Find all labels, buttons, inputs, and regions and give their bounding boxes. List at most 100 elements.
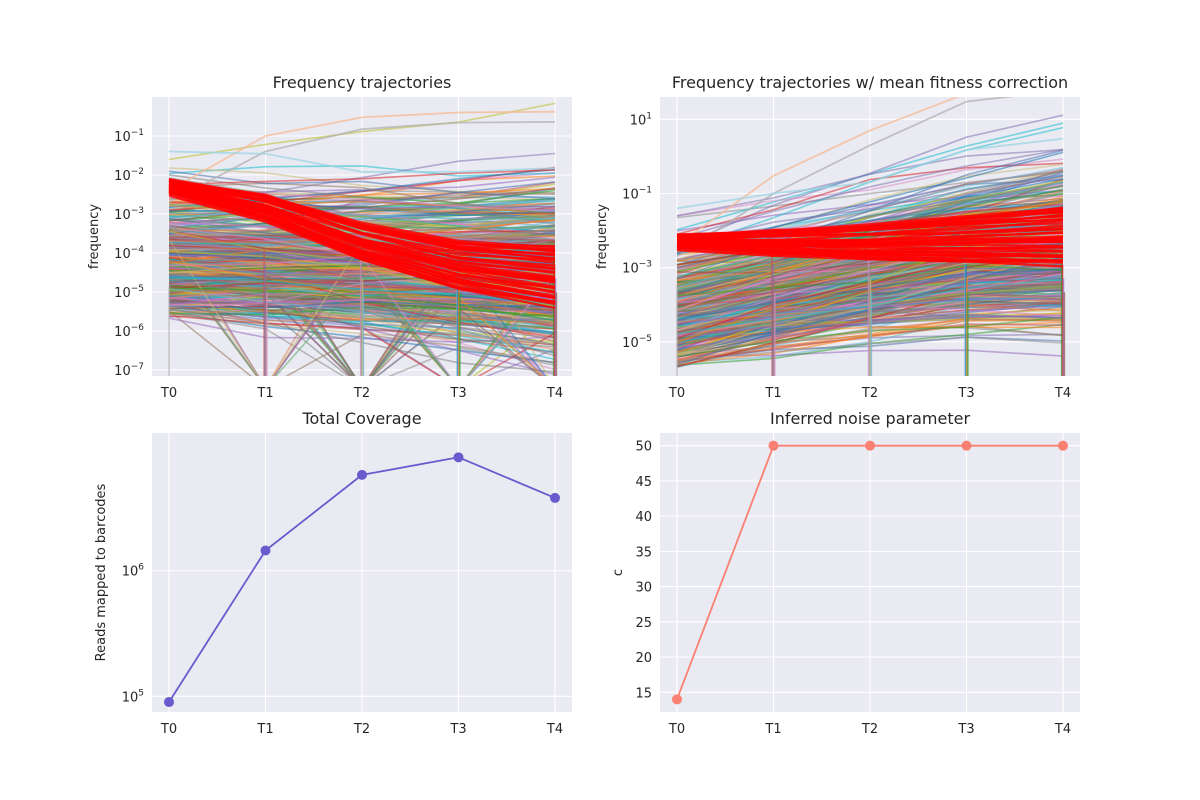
- lineage-line: [168, 110, 556, 192]
- y-tick-label: 10−5: [114, 284, 144, 301]
- y-tick-label: 105: [122, 688, 144, 705]
- chart-title: Total Coverage: [301, 409, 421, 428]
- x-tick-label: T4: [1054, 722, 1071, 737]
- series: [164, 452, 560, 708]
- chart-title: Frequency trajectories: [273, 73, 452, 92]
- data-point: [768, 440, 779, 451]
- x-tick-label: T4: [1054, 386, 1071, 401]
- plot-area: [676, 97, 1066, 376]
- highlighted-lineage-line: [676, 249, 1064, 268]
- highlighted-lineage-line: [168, 187, 556, 294]
- x-tick-label: T0: [668, 386, 685, 401]
- y-axis-label: c: [611, 569, 626, 576]
- y-tick-label: 10−3: [622, 260, 652, 277]
- highlighted-lineage-line: [168, 190, 556, 303]
- x-tick-label: T2: [861, 722, 878, 737]
- panel-total-coverage: T0 T1 T2 T3 T4 105 106 Total Coverage Reads mapp…: [94, 409, 572, 737]
- panel-frequency-trajectories: T0 T1 T2 T3 T4 10−7 10−6 10−5 10−4 10−3 10−2 10−1 Fr…: [87, 73, 572, 401]
- highlighted-lineage-line: [168, 179, 556, 264]
- highlighted-lineage-line: [676, 206, 1064, 236]
- lineage-line: [676, 148, 1064, 240]
- plot-area: [164, 452, 560, 708]
- y-axis-label: frequency: [595, 204, 610, 270]
- x-tick-label: T3: [957, 722, 974, 737]
- lineage-line: [168, 121, 556, 203]
- data-point: [164, 697, 174, 708]
- data-point: [550, 492, 560, 503]
- chart-title: Frequency trajectories w/ mean fitness c…: [672, 73, 1068, 92]
- highlighted-lineage-line: [676, 245, 1064, 262]
- lineage-line: [676, 148, 1064, 217]
- lineage-line: [168, 221, 556, 248]
- x-tick-label: T2: [861, 386, 878, 401]
- highlighted-lineage-line: [676, 242, 1064, 255]
- y-tick-label: 40: [635, 510, 652, 525]
- highlighted-lineage-line: [676, 231, 1064, 244]
- data-point: [865, 440, 875, 451]
- x-tick-label: T3: [449, 386, 466, 401]
- y-tick-label: 15: [635, 686, 652, 701]
- x-tick-label: T4: [546, 722, 563, 737]
- x-tick-label: T3: [449, 722, 466, 737]
- y-tick-label: 10−7: [114, 362, 144, 379]
- highlighted-lineage-line: [676, 237, 1064, 246]
- y-tick-label: 20: [635, 651, 652, 666]
- highlighted-lineage-line: [676, 222, 1064, 238]
- series: [672, 440, 1068, 705]
- data-point: [1058, 440, 1068, 451]
- lineage-line: [168, 150, 556, 173]
- y-tick-label: 10−2: [114, 167, 144, 184]
- highlighted-lineage-line: [168, 186, 556, 274]
- highlighted-lineages: [676, 206, 1064, 268]
- x-tick-label: T2: [353, 722, 370, 737]
- y-axis-label: frequency: [87, 204, 102, 270]
- chart-title: Inferred noise parameter: [770, 409, 970, 428]
- y-tick-label: 10−6: [114, 323, 144, 340]
- y-tick-label: 35: [635, 545, 652, 560]
- x-tick-label: T1: [764, 722, 781, 737]
- panel-corrected-frequency-trajectories: T0 T1 T2 T3 T4 10−5 10−3 10−1 101 Frequency traje…: [595, 73, 1080, 401]
- y-tick-label: 30: [635, 581, 652, 596]
- y-tick-label: 10−3: [114, 206, 144, 223]
- grid: [152, 433, 572, 712]
- x-tick-label: T0: [668, 722, 685, 737]
- lineage-line: [168, 235, 556, 244]
- y-tick-label: 10−1: [114, 128, 144, 145]
- lineage-line: [168, 170, 556, 200]
- data-point: [260, 545, 271, 556]
- lineage-line: [676, 137, 1064, 210]
- data-point: [453, 452, 464, 463]
- highlighted-lineage-line: [168, 177, 556, 248]
- highlighted-lineages: [168, 177, 556, 310]
- y-tick-label: 10−1: [622, 186, 652, 203]
- grid: [660, 433, 1080, 712]
- data-point: [672, 694, 682, 705]
- y-tick-label: 10−4: [114, 245, 144, 262]
- plot-area: [168, 102, 558, 376]
- y-tick-label: 101: [630, 111, 652, 128]
- y-axis-label: Reads mapped to barcodes: [94, 483, 109, 661]
- x-tick-label: T1: [764, 386, 781, 401]
- y-tick-label: 50: [635, 440, 652, 455]
- lineage-line: [168, 102, 556, 161]
- lineage-line: [168, 169, 556, 186]
- x-tick-label: T0: [160, 722, 177, 737]
- y-tick-label: 106: [122, 563, 145, 580]
- y-tick-label: 10−5: [622, 334, 652, 351]
- x-tick-label: T4: [546, 386, 563, 401]
- highlighted-lineage-line: [168, 194, 556, 310]
- plot-area: [672, 440, 1068, 705]
- y-tick-label: 45: [635, 475, 652, 490]
- lineage-line: [168, 198, 556, 233]
- x-tick-label: T3: [957, 386, 974, 401]
- data-point: [961, 440, 972, 451]
- panel-inferred-noise: T0 T1 T2 T3 T4 15 20 25 30 35 40 45 50 Inferred noise…: [611, 409, 1080, 737]
- lineage-line: [676, 173, 1064, 246]
- lineage-line: [676, 97, 1015, 258]
- x-tick-label: T2: [353, 386, 370, 401]
- x-tick-label: T1: [256, 386, 273, 401]
- highlighted-lineage-line: [168, 193, 556, 306]
- highlighted-lineage-line: [168, 187, 556, 280]
- lineage-line: [676, 114, 1064, 249]
